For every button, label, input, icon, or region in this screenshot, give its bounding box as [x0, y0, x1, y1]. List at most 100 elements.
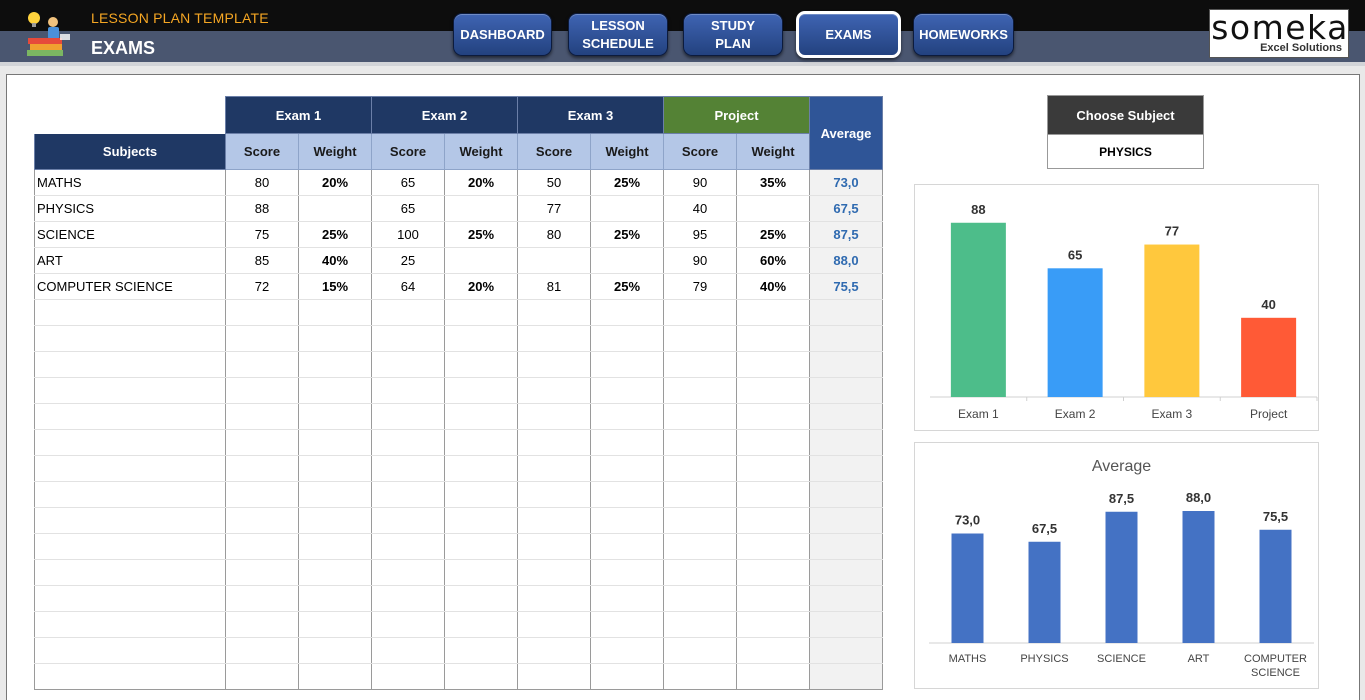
- empty-cell[interactable]: [34, 481, 226, 508]
- average-cell[interactable]: 67,5: [809, 195, 883, 222]
- empty-cell[interactable]: [736, 507, 810, 534]
- weight-cell[interactable]: [590, 247, 664, 274]
- empty-cell[interactable]: [517, 533, 591, 560]
- subject-cell[interactable]: SCIENCE: [34, 221, 226, 248]
- empty-cell[interactable]: [736, 637, 810, 664]
- weight-cell[interactable]: 35%: [736, 169, 810, 196]
- empty-cell[interactable]: [34, 559, 226, 586]
- empty-cell[interactable]: [809, 299, 883, 326]
- empty-cell[interactable]: [590, 611, 664, 638]
- empty-cell[interactable]: [809, 663, 883, 690]
- empty-cell[interactable]: [663, 429, 737, 456]
- empty-cell[interactable]: [444, 611, 518, 638]
- empty-cell[interactable]: [590, 481, 664, 508]
- empty-cell[interactable]: [444, 299, 518, 326]
- empty-cell[interactable]: [34, 611, 226, 638]
- empty-cell[interactable]: [225, 299, 299, 326]
- empty-cell[interactable]: [736, 559, 810, 586]
- empty-cell[interactable]: [444, 325, 518, 352]
- empty-cell[interactable]: [663, 325, 737, 352]
- nav-homeworks-button[interactable]: HOMEWORKS: [913, 13, 1014, 56]
- weight-cell[interactable]: 25%: [444, 221, 518, 248]
- empty-cell[interactable]: [34, 299, 226, 326]
- empty-cell[interactable]: [371, 559, 445, 586]
- empty-cell[interactable]: [736, 351, 810, 378]
- empty-cell[interactable]: [444, 585, 518, 612]
- empty-cell[interactable]: [736, 585, 810, 612]
- empty-cell[interactable]: [225, 611, 299, 638]
- score-cell[interactable]: 79: [663, 273, 737, 300]
- empty-cell[interactable]: [225, 351, 299, 378]
- empty-cell[interactable]: [371, 663, 445, 690]
- empty-cell[interactable]: [809, 559, 883, 586]
- empty-cell[interactable]: [736, 611, 810, 638]
- empty-cell[interactable]: [809, 403, 883, 430]
- empty-cell[interactable]: [298, 559, 372, 586]
- weight-cell[interactable]: 15%: [298, 273, 372, 300]
- empty-cell[interactable]: [809, 351, 883, 378]
- empty-cell[interactable]: [590, 299, 664, 326]
- weight-cell[interactable]: 40%: [736, 273, 810, 300]
- empty-cell[interactable]: [34, 455, 226, 482]
- empty-cell[interactable]: [590, 403, 664, 430]
- weight-cell[interactable]: 25%: [590, 169, 664, 196]
- subject-cell[interactable]: MATHS: [34, 169, 226, 196]
- empty-cell[interactable]: [590, 325, 664, 352]
- empty-cell[interactable]: [663, 299, 737, 326]
- empty-cell[interactable]: [444, 481, 518, 508]
- empty-cell[interactable]: [34, 429, 226, 456]
- empty-cell[interactable]: [590, 429, 664, 456]
- empty-cell[interactable]: [444, 377, 518, 404]
- empty-cell[interactable]: [736, 455, 810, 482]
- empty-cell[interactable]: [34, 351, 226, 378]
- empty-cell[interactable]: [298, 533, 372, 560]
- empty-cell[interactable]: [663, 637, 737, 664]
- empty-cell[interactable]: [517, 377, 591, 404]
- empty-cell[interactable]: [444, 429, 518, 456]
- empty-cell[interactable]: [517, 351, 591, 378]
- score-cell[interactable]: 65: [371, 169, 445, 196]
- empty-cell[interactable]: [663, 533, 737, 560]
- empty-cell[interactable]: [809, 481, 883, 508]
- empty-cell[interactable]: [663, 481, 737, 508]
- empty-cell[interactable]: [809, 429, 883, 456]
- empty-cell[interactable]: [298, 299, 372, 326]
- score-cell[interactable]: 80: [225, 169, 299, 196]
- empty-cell[interactable]: [298, 351, 372, 378]
- empty-cell[interactable]: [663, 507, 737, 534]
- empty-cell[interactable]: [371, 637, 445, 664]
- empty-cell[interactable]: [444, 455, 518, 482]
- empty-cell[interactable]: [809, 325, 883, 352]
- empty-cell[interactable]: [517, 481, 591, 508]
- score-cell[interactable]: 88: [225, 195, 299, 222]
- empty-cell[interactable]: [736, 299, 810, 326]
- empty-cell[interactable]: [34, 507, 226, 534]
- empty-cell[interactable]: [590, 351, 664, 378]
- empty-cell[interactable]: [225, 585, 299, 612]
- empty-cell[interactable]: [663, 455, 737, 482]
- weight-cell[interactable]: [298, 195, 372, 222]
- score-cell[interactable]: 95: [663, 221, 737, 248]
- empty-cell[interactable]: [298, 507, 372, 534]
- empty-cell[interactable]: [517, 585, 591, 612]
- weight-cell[interactable]: [444, 247, 518, 274]
- score-cell[interactable]: 100: [371, 221, 445, 248]
- empty-cell[interactable]: [298, 611, 372, 638]
- empty-cell[interactable]: [736, 377, 810, 404]
- empty-cell[interactable]: [444, 663, 518, 690]
- score-cell[interactable]: [517, 247, 591, 274]
- score-cell[interactable]: 90: [663, 169, 737, 196]
- weight-cell[interactable]: 25%: [590, 221, 664, 248]
- subject-cell[interactable]: ART: [34, 247, 226, 274]
- empty-cell[interactable]: [736, 663, 810, 690]
- empty-cell[interactable]: [663, 377, 737, 404]
- empty-cell[interactable]: [663, 559, 737, 586]
- score-cell[interactable]: 80: [517, 221, 591, 248]
- score-cell[interactable]: 72: [225, 273, 299, 300]
- weight-cell[interactable]: 40%: [298, 247, 372, 274]
- empty-cell[interactable]: [590, 377, 664, 404]
- empty-cell[interactable]: [371, 533, 445, 560]
- empty-cell[interactable]: [736, 429, 810, 456]
- empty-cell[interactable]: [517, 507, 591, 534]
- score-cell[interactable]: 85: [225, 247, 299, 274]
